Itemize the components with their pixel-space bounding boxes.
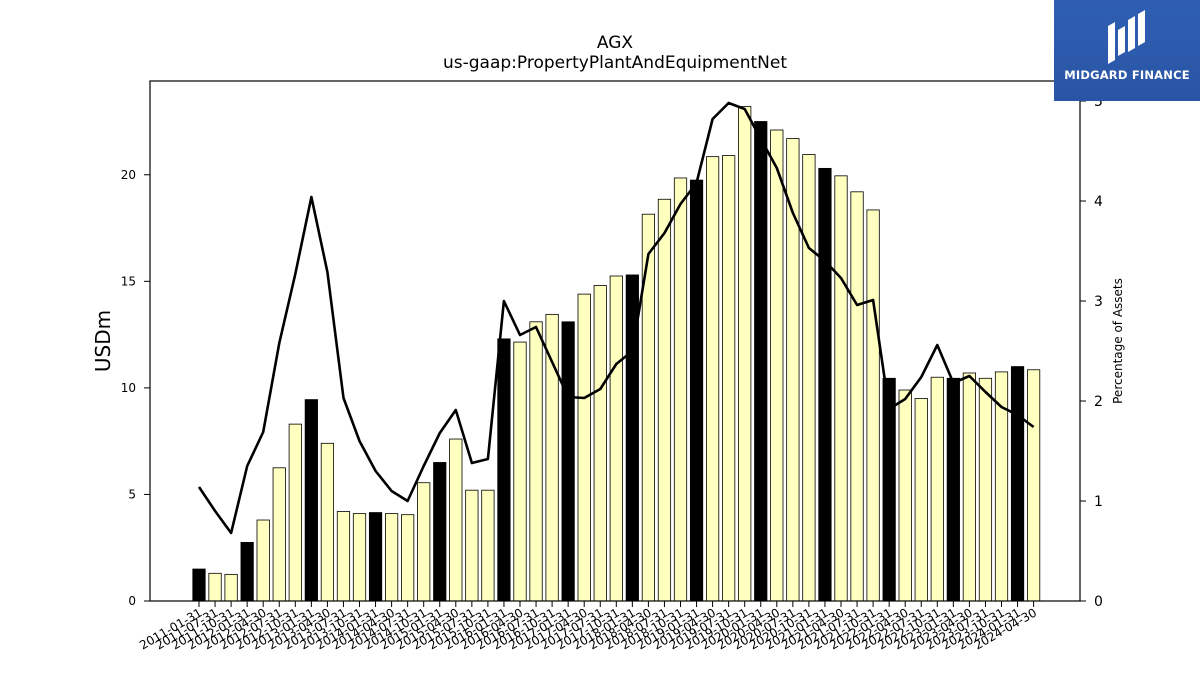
- bar-2016-10-31: [545, 313, 559, 602]
- bar-2019-04-30: [706, 156, 720, 602]
- y-axis-left: 0 5 10 15 20: [121, 168, 150, 608]
- midgard-logo-icon: [1108, 10, 1145, 64]
- x-axis: 2011-01-312011-07-312011-10-312012-01-31…: [137, 601, 1039, 652]
- bar-2023-01-31: [946, 377, 960, 602]
- plot-frame: [149, 80, 1081, 602]
- y-left-tick-label: 0: [128, 594, 136, 608]
- bar-2020-10-31: [802, 154, 816, 602]
- bar-2012-01-31: [240, 541, 254, 602]
- y-left-tick-label: 10: [121, 381, 136, 395]
- bar-2012-07-31: [272, 467, 286, 602]
- bar-2013-04-30: [320, 442, 335, 602]
- bar-2019-10-31: [738, 106, 752, 602]
- bar-2024-04-30: [1027, 369, 1041, 602]
- y-left-tick-label: 20: [121, 168, 136, 182]
- y-right-tick-label: 1: [1094, 494, 1103, 510]
- y-right-tick-label: 0: [1094, 594, 1103, 610]
- bar-2011-10-31: [224, 573, 238, 602]
- bar-2016-04-30: [513, 341, 527, 602]
- bar-2021-07-31: [850, 191, 864, 602]
- bar-2013-07-31: [336, 511, 351, 602]
- bar-2022-10-31: [930, 376, 944, 602]
- bar-2017-10-31: [609, 275, 623, 602]
- bar-2015-10-31: [481, 489, 495, 602]
- bar-2013-10-31: [352, 513, 367, 602]
- bar-2014-07-31: [401, 514, 415, 602]
- bar-2022-07-31: [914, 398, 928, 602]
- bar-2021-10-31: [866, 209, 880, 602]
- line-series-percentage: [197, 101, 1035, 535]
- bar-2024-01-31: [1010, 366, 1025, 602]
- bar-2015-01-31: [433, 462, 447, 602]
- y-left-tick-label: 15: [121, 274, 136, 288]
- brand-logo: MIDGARD FINANCE: [1054, 0, 1200, 101]
- chart-subtitle: us-gaap:PropertyPlantAndEquipmentNet: [443, 53, 787, 73]
- bar-2018-10-31: [673, 177, 688, 602]
- bar-2019-07-31: [722, 155, 736, 602]
- y-axis-right: 0 1 2 3 4 5: [1080, 94, 1103, 610]
- bar-2018-07-31: [657, 198, 672, 602]
- bar-2020-04-30: [770, 129, 784, 602]
- y-axis-right-label: Percentage of Assets: [1111, 278, 1125, 404]
- y-right-tick-label: 4: [1094, 194, 1103, 210]
- bar-2022-01-31: [882, 377, 896, 602]
- bar-2023-04-30: [962, 372, 977, 602]
- bar-2020-07-31: [786, 138, 800, 602]
- bar-2016-07-31: [529, 321, 543, 602]
- bar-2019-01-31: [689, 179, 704, 602]
- bar-2014-01-31: [368, 512, 383, 602]
- y-right-tick-label: 3: [1094, 294, 1103, 310]
- bar-2023-07-31: [978, 377, 993, 602]
- bar-2014-10-31: [417, 482, 431, 602]
- bar-2011-01-31: [192, 568, 206, 602]
- bar-2021-01-31: [818, 167, 832, 602]
- y-right-tick-label: 2: [1094, 394, 1103, 410]
- bar-2014-04-30: [384, 513, 399, 602]
- bar-2011-07-31: [208, 572, 222, 602]
- bar-2013-01-31: [304, 399, 318, 602]
- y-axis-left-label: USDm: [91, 310, 115, 372]
- chart-title: AGX: [597, 33, 634, 53]
- bar-2015-04-30: [449, 438, 463, 602]
- bar-2017-01-31: [561, 321, 575, 602]
- bar-2017-07-31: [593, 285, 607, 602]
- brand-name: MIDGARD FINANCE: [1064, 68, 1190, 82]
- y-left-tick-label: 5: [128, 487, 136, 501]
- bar-2021-04-30: [834, 175, 848, 602]
- bar-2015-07-31: [465, 489, 479, 602]
- bar-2016-01-31: [497, 338, 511, 602]
- bar-group: [192, 106, 1041, 602]
- bar-2012-04-30: [256, 519, 270, 602]
- bar-2012-10-31: [288, 423, 302, 602]
- bar-2020-01-31: [754, 121, 768, 602]
- y-right-tick-label: 5: [1094, 94, 1103, 110]
- line-group: [197, 101, 1035, 535]
- bar-2022-04-30: [898, 389, 912, 602]
- bar-2017-04-30: [577, 293, 591, 602]
- bar-2018-04-30: [641, 213, 656, 602]
